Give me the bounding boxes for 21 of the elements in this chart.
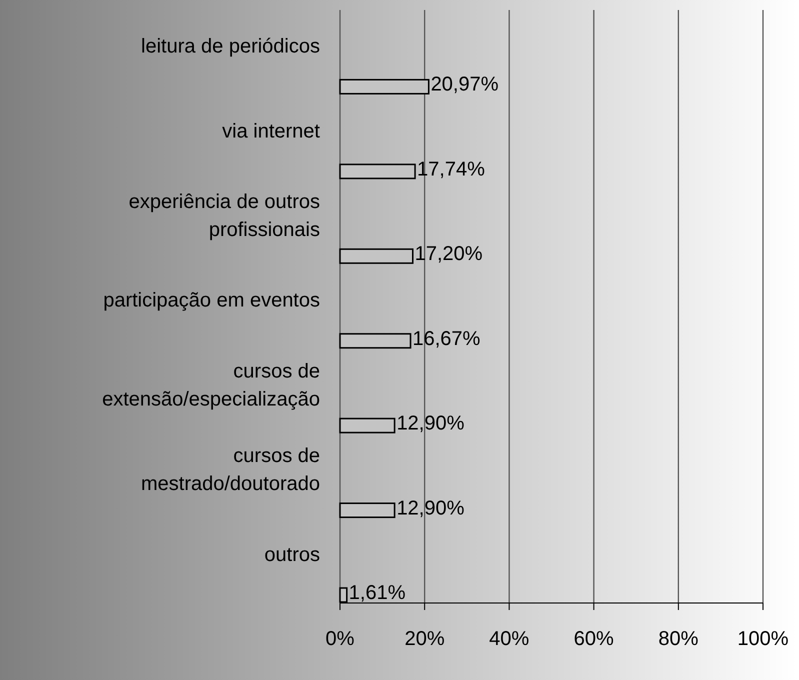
data-label: 1,61% bbox=[348, 582, 406, 604]
x-tick-label: 40% bbox=[489, 628, 530, 650]
x-tick-label: 80% bbox=[658, 628, 699, 650]
y-tick-label: cursos de extensão/especialização bbox=[102, 360, 320, 410]
bar bbox=[339, 418, 396, 434]
data-label: 20,97% bbox=[430, 74, 499, 96]
y-tick-label: outros bbox=[264, 544, 320, 566]
bar bbox=[339, 333, 412, 349]
x-tick-label: 0% bbox=[326, 628, 355, 650]
x-tick-label: 60% bbox=[574, 628, 614, 650]
y-tick-label: leitura de periódicos bbox=[141, 36, 320, 58]
bar bbox=[339, 78, 430, 94]
bar bbox=[339, 248, 414, 264]
x-tick-label: 20% bbox=[404, 628, 445, 650]
y-tick-label: experiência de outros profissionais bbox=[128, 191, 320, 242]
x-tick-label: 100% bbox=[737, 628, 789, 650]
y-tick-label: via internet bbox=[222, 120, 320, 142]
bar bbox=[339, 164, 416, 180]
y-tick-label: participação em eventos bbox=[103, 290, 320, 312]
y-tick-label: cursos de mestrado/doutorado bbox=[140, 445, 320, 496]
bar bbox=[339, 502, 396, 518]
